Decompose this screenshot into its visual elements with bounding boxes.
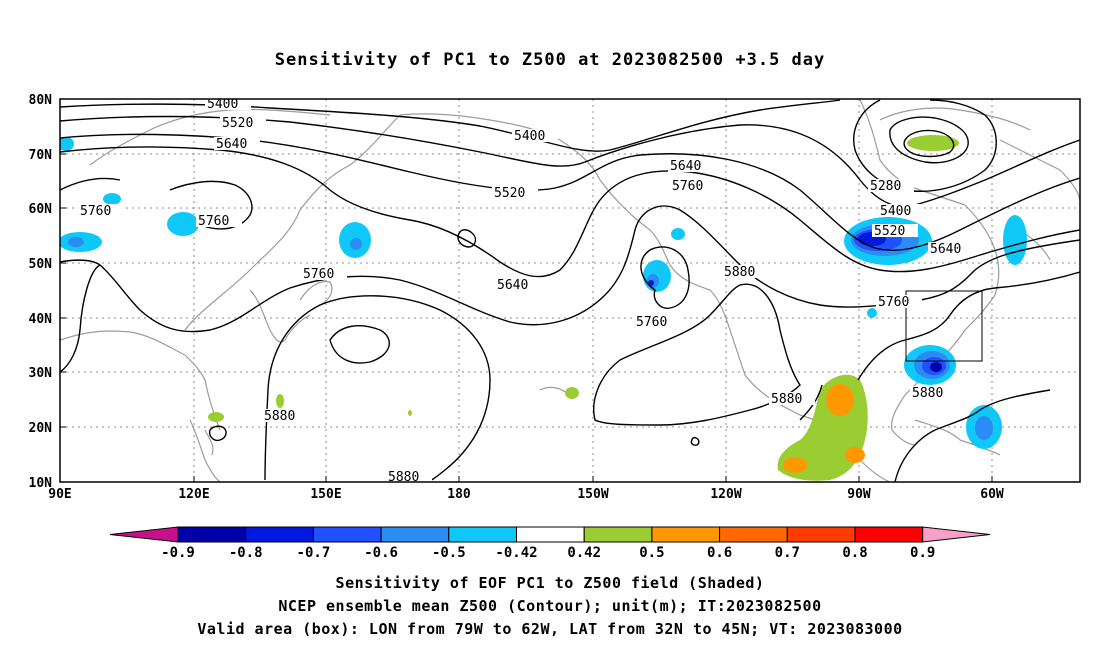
contour-label: 5640 (930, 242, 961, 257)
contour-label: 5640 (216, 137, 247, 152)
colorbar-segment (854, 526, 924, 543)
contour-label: 5400 (514, 129, 545, 144)
contour-label: 5760 (303, 267, 334, 282)
lon-label: 120W (710, 487, 741, 502)
colorbar-label: -0.6 (364, 545, 398, 561)
contour-label: 5880 (912, 386, 943, 401)
lat-label: 30N (29, 366, 53, 381)
contour-label: 5520 (222, 116, 253, 131)
contour-label: 5520 (494, 186, 525, 201)
lon-label: 90W (847, 487, 871, 502)
plot-frame (59, 98, 1081, 483)
contour-label: 5280 (870, 179, 901, 194)
colorbar-label: 0.8 (842, 545, 867, 561)
colorbar-segment (583, 526, 653, 543)
colorbar-segment (448, 526, 517, 543)
colorbar-segment (380, 526, 450, 543)
colorbar-segment (651, 526, 721, 543)
contour-label: 5760 (878, 295, 909, 310)
lon-label: 180 (447, 487, 471, 502)
lon-label: 120E (178, 487, 209, 502)
contour-label: 5760 (80, 204, 111, 219)
contour-label: 5400 (880, 204, 911, 219)
contour-label: 5760 (672, 179, 703, 194)
colorbar-label: -0.7 (297, 545, 331, 561)
colorbar-label: -0.42 (495, 545, 537, 561)
contour-label: 5640 (497, 278, 528, 293)
colorbar-label: 0.6 (707, 545, 732, 561)
colorbar-label: -0.8 (229, 545, 263, 561)
colorbar-low-extension (109, 526, 179, 543)
colorbar-label: 0.9 (910, 545, 935, 561)
lon-label: 60W (980, 487, 1004, 502)
sensitivity-shading (60, 135, 1027, 481)
colorbar-segment (786, 526, 856, 543)
contour-label: 5880 (771, 392, 802, 407)
colorbar-segment (245, 526, 314, 543)
colorbar-segment (516, 526, 585, 543)
colorbar-label: -0.9 (161, 545, 195, 561)
colorbar-label: -0.5 (432, 545, 466, 561)
lon-label: 150E (310, 487, 341, 502)
lon-label: 150W (577, 487, 608, 502)
caption-line-3: Valid area (box): LON from 79W to 62W, L… (197, 620, 903, 638)
tick-marks (60, 98, 993, 483)
contour-label: 5880 (388, 470, 419, 485)
colorbar-label: 0.42 (567, 545, 601, 561)
contour-label: 5880 (264, 409, 295, 424)
colorbar-segment (177, 526, 247, 543)
colorbar-label: 0.7 (775, 545, 800, 561)
colorbar-label: 0.5 (639, 545, 664, 561)
lat-label: 50N (29, 257, 53, 272)
contour-label: 5880 (724, 265, 755, 280)
colorbar-segment (719, 526, 788, 543)
contour-label: 5640 (670, 159, 701, 174)
lat-label: 20N (29, 421, 53, 436)
valid-area-box (905, 290, 983, 362)
contour-label: 5760 (636, 315, 667, 330)
colorbar-segment (312, 526, 382, 543)
lat-label: 80N (29, 93, 53, 108)
colorbar: -0.9 -0.8 -0.7 -0.6 -0.5 -0.42 0.42 0.5 0.6 0.7 0.… (109, 526, 991, 561)
lat-label: 60N (29, 202, 53, 217)
colorbar-high-extension (922, 526, 991, 543)
lon-label: 90E (48, 487, 71, 502)
lat-label: 10N (29, 476, 53, 491)
contour-label: 5520 (874, 224, 905, 239)
chart-title: Sensitivity of PC1 to Z500 at 2023082500… (274, 50, 826, 70)
lat-label: 70N (29, 148, 53, 163)
caption-line-1: Sensitivity of EOF PC1 to Z500 field (Sh… (335, 574, 765, 592)
caption-line-2: NCEP ensemble mean Z500 (Contour); unit(… (278, 597, 822, 615)
contour-label: 5760 (198, 214, 229, 229)
contour-label: 5400 (207, 97, 238, 112)
lat-label: 40N (29, 312, 53, 327)
